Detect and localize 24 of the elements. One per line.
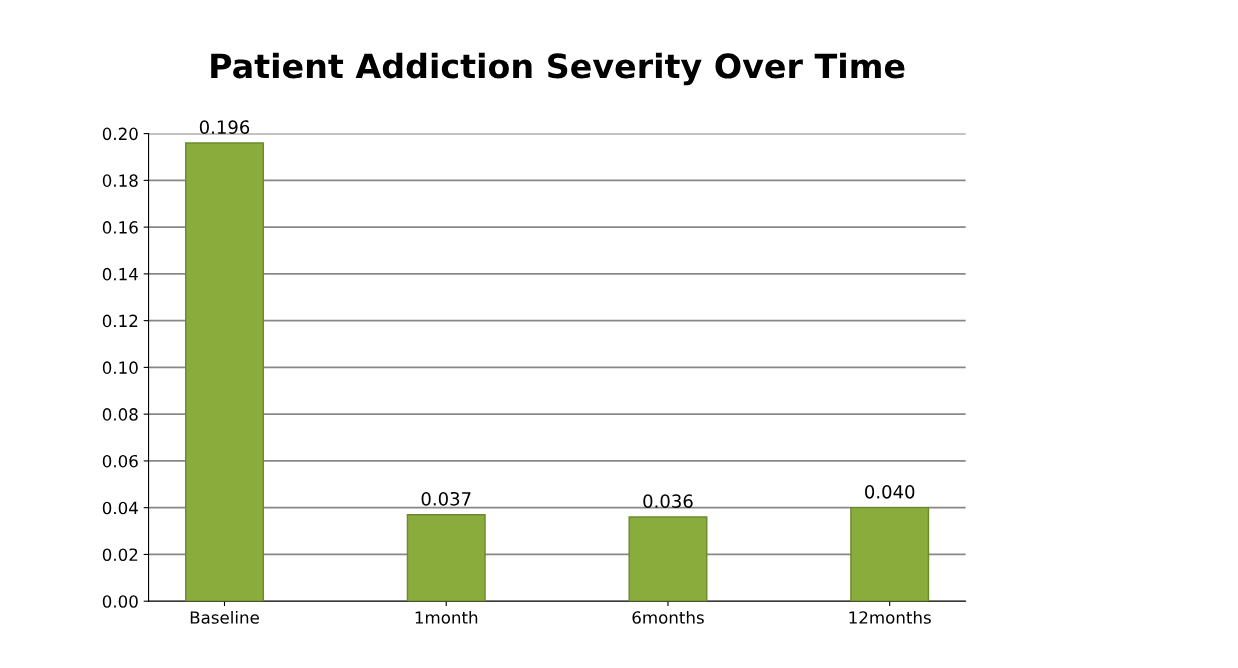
chart-title: Patient Addiction Severity Over Time [211, 52, 905, 86]
bar [628, 516, 708, 602]
x-tick-label: 6months [632, 610, 704, 624]
x-tick-label: 12months [849, 610, 931, 624]
y-tick-label: 0.12 [102, 314, 138, 328]
y-tick-label: 0.08 [102, 408, 138, 421]
bar [406, 513, 486, 602]
data-label: 0.196 [199, 120, 250, 134]
y-tick-label: 0.14 [102, 267, 138, 281]
x-tick-label: 1month [415, 610, 478, 624]
data-label: 0.040 [865, 484, 915, 499]
data-label: 0.037 [421, 491, 471, 506]
y-tick-label: 0.20 [102, 127, 138, 141]
y-tick-label: 0.00 [102, 595, 138, 608]
y-tick-label: 0.16 [102, 221, 138, 234]
y-tick-label: 0.02 [102, 548, 138, 562]
y-tick-label: 0.10 [102, 361, 138, 374]
data-label: 0.036 [643, 494, 693, 508]
x-tick-label: Baseline [190, 610, 259, 624]
y-tick-label: 0.06 [102, 454, 138, 468]
y-tick-label: 0.04 [102, 501, 138, 515]
bar [850, 506, 930, 602]
bar [185, 142, 265, 602]
y-tick-label: 0.18 [102, 174, 138, 187]
